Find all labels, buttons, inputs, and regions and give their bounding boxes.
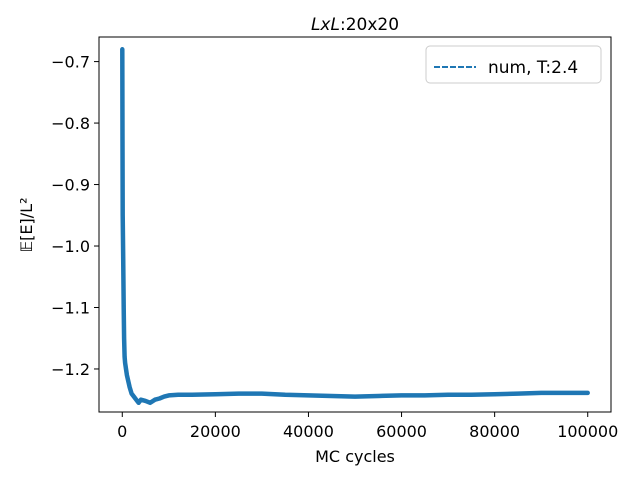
x-tick-label: 80000 <box>469 422 520 441</box>
x-axis-label: MC cycles <box>315 447 395 466</box>
x-axis: 0 20000 40000 60000 80000 100000 <box>117 412 618 441</box>
y-axis-label: 𝔼[E]/L² <box>17 198 36 253</box>
x-tick-label: 0 <box>117 422 127 441</box>
chart-title-plain: :20x20 <box>340 15 399 35</box>
y-axis: −0.7 −0.8 −0.9 −1.0 −1.1 −1.2 <box>51 53 99 379</box>
chart-title: LxL:20x20 <box>311 15 399 35</box>
y-tick-label: −0.8 <box>51 114 90 133</box>
x-tick-label: 20000 <box>190 422 241 441</box>
y-tick-label: −0.9 <box>51 176 90 195</box>
chart-title-italic: LxL <box>311 15 340 35</box>
y-tick-label: −1.0 <box>51 237 90 256</box>
x-tick-label: 100000 <box>557 422 618 441</box>
y-tick-label: −1.1 <box>51 298 90 317</box>
legend: num, T:2.4 <box>425 45 602 84</box>
plot-frame <box>98 36 612 413</box>
legend-label: num, T:2.4 <box>488 58 578 78</box>
plot-layer <box>120 47 590 406</box>
x-tick-label: 40000 <box>283 422 334 441</box>
y-tick-label: −1.2 <box>51 360 90 379</box>
y-tick-label: −0.7 <box>51 53 90 72</box>
series-line-dashed <box>121 49 588 405</box>
series-line <box>120 47 590 406</box>
x-tick-label: 60000 <box>376 422 427 441</box>
legend-box <box>425 45 602 84</box>
